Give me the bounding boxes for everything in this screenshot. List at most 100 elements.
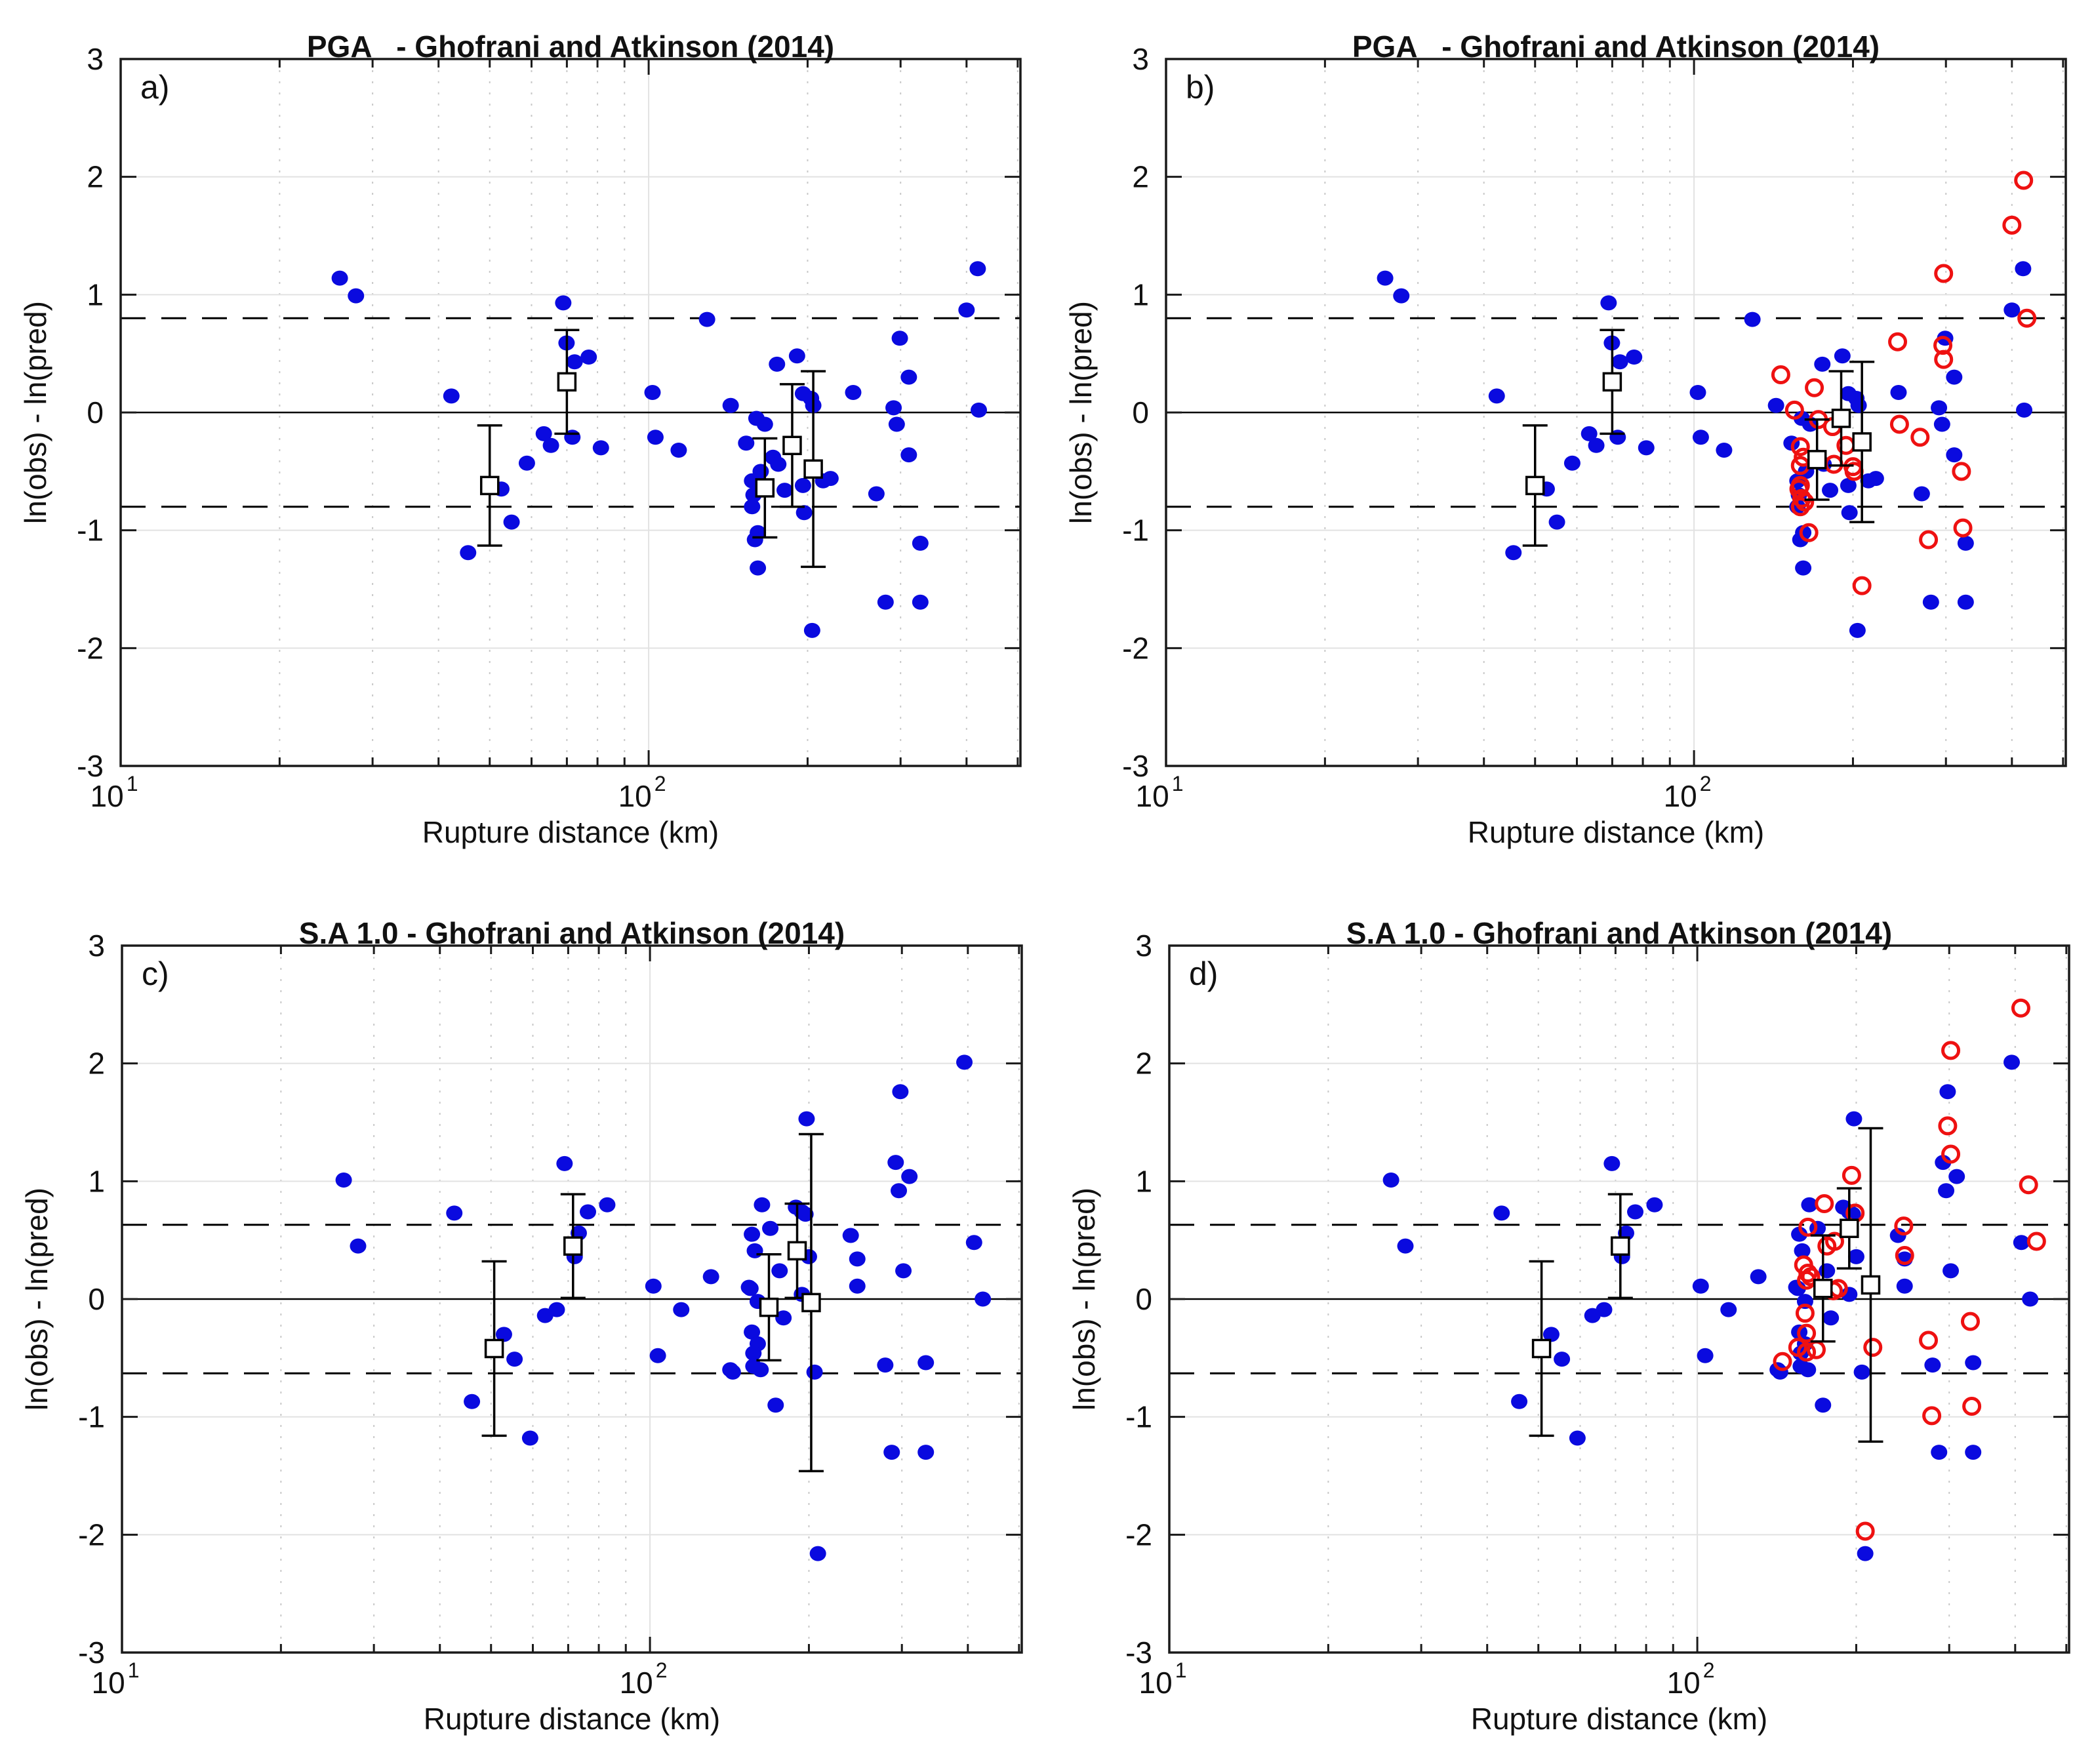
subplot-letter: d) [1189,955,1218,992]
blue-point [769,356,786,372]
blue-point [795,505,813,521]
red-open-point [1919,530,1939,550]
blue-point [868,486,885,502]
red-open-point [1888,332,1908,351]
blue-point [580,1204,597,1220]
y-tick-label: 3 [1132,42,1149,76]
red-open-point [1842,1165,1861,1185]
red-open-point [1805,378,1824,397]
blue-point [883,1445,900,1460]
blue-point [969,261,986,277]
blue-point [1948,1169,1965,1184]
blue-point [1716,442,1733,458]
scatter-plot-c: -3 -2 -1 0 1 2 3 10 1 10 2 [78,929,1023,1700]
blue-point [750,560,767,576]
blue-point [900,369,917,385]
binned-mean-square [782,435,802,456]
blue-point [647,430,664,445]
binned-mean-square [787,1241,807,1261]
red-open-point [1938,1116,1958,1136]
blue-point [775,1310,792,1326]
blue-point [849,1251,866,1267]
blue-point [1744,311,1761,327]
red-open-point [1799,523,1819,542]
blue-point [744,1324,761,1340]
blue-point [2003,302,2021,318]
y-tick-label: -1 [77,513,104,548]
blue-point [1935,1155,1952,1171]
blue-point [1377,270,1394,286]
plot-title: S.A 1.0 - Ghofrani and Atkinson (2014) [1346,916,1893,951]
blue-point [887,1155,904,1171]
blue-point [1822,1310,1840,1326]
blue-point [1841,505,1858,521]
blue-point [1849,622,1866,638]
blue-point [1397,1238,1414,1254]
y-axis-label: ln(obs) - ln(pred) [1064,301,1098,524]
blue-point [2013,1235,2030,1251]
red-open-point [1922,1406,1942,1426]
binned-mean-square [1840,1218,1859,1238]
blue-point [1957,535,1974,551]
subplot-letter: c) [142,955,169,992]
y-tick-label: 0 [88,1282,105,1316]
red-open-point [1952,462,1971,481]
red-open-point [1824,1232,1844,1251]
blue-point [1857,1546,1874,1561]
red-open-point [1773,1352,1792,1371]
blue-point [1850,397,1867,413]
y-tick-label: -1 [1122,513,1149,548]
blue-point [1834,348,1851,364]
blue-point [1931,400,1948,416]
blue-point [788,348,805,364]
binned-mean-square [755,478,775,498]
blue-point [1890,384,1907,400]
blue-point [644,384,661,400]
blue-point [722,397,739,413]
red-open-point [1801,1267,1821,1287]
blue-point [1931,1445,1948,1460]
blue-point [518,455,535,471]
blue-point [348,288,365,304]
panel-b: -3 -2 -1 0 1 2 3 10 1 10 2 PGA - Ghofrani and Atki… [1064,31,2067,847]
blue-point [649,1348,666,1363]
blue-point [744,499,761,515]
binned-mean-square [1531,1338,1552,1359]
blue-point [770,456,787,472]
blue-point [1853,1364,1870,1380]
y-tick-label: -3 [78,1635,105,1670]
y-tick-label: 3 [1135,929,1152,963]
blue-point [1822,483,1839,498]
blue-point [1840,477,1857,493]
blue-point [975,1291,992,1307]
blue-point [845,384,862,400]
blue-point [1767,397,1784,413]
blue-point [1548,514,1565,530]
blue-point [809,1546,826,1561]
red-open-point [1934,264,1954,283]
red-open-point [1797,1323,1817,1343]
y-tick-label: -1 [1125,1400,1152,1434]
plot-title: PGA - Ghofrani and Atkinson (2014) [1352,30,1880,64]
y-tick-label: 1 [1132,277,1149,311]
blue-point [1943,1263,1960,1279]
blue-point [1819,1263,1836,1279]
blue-point [2016,402,2033,418]
blue-point [1867,471,1884,487]
blue-point [1946,369,1963,385]
x-tick-label: 10 1 [92,1658,140,1700]
y-tick-label: -1 [78,1400,105,1434]
blue-point [1957,594,1974,610]
red-open-point [1894,1216,1914,1236]
blue-point [1382,1173,1399,1188]
blue-point [1750,1269,1767,1285]
panel-c: -3 -2 -1 0 1 2 3 10 1 10 2 S.A 1.0 - Ghofrani and … [20,918,1023,1734]
blue-point [798,1111,815,1127]
blue-point [762,1220,779,1236]
y-tick-label: -2 [77,631,104,665]
red-open-point [1855,1521,1875,1541]
blue-point [797,1207,814,1222]
binned-mean-square [803,459,823,479]
blue-point [1588,437,1605,453]
binned-mean-square [759,1297,779,1317]
